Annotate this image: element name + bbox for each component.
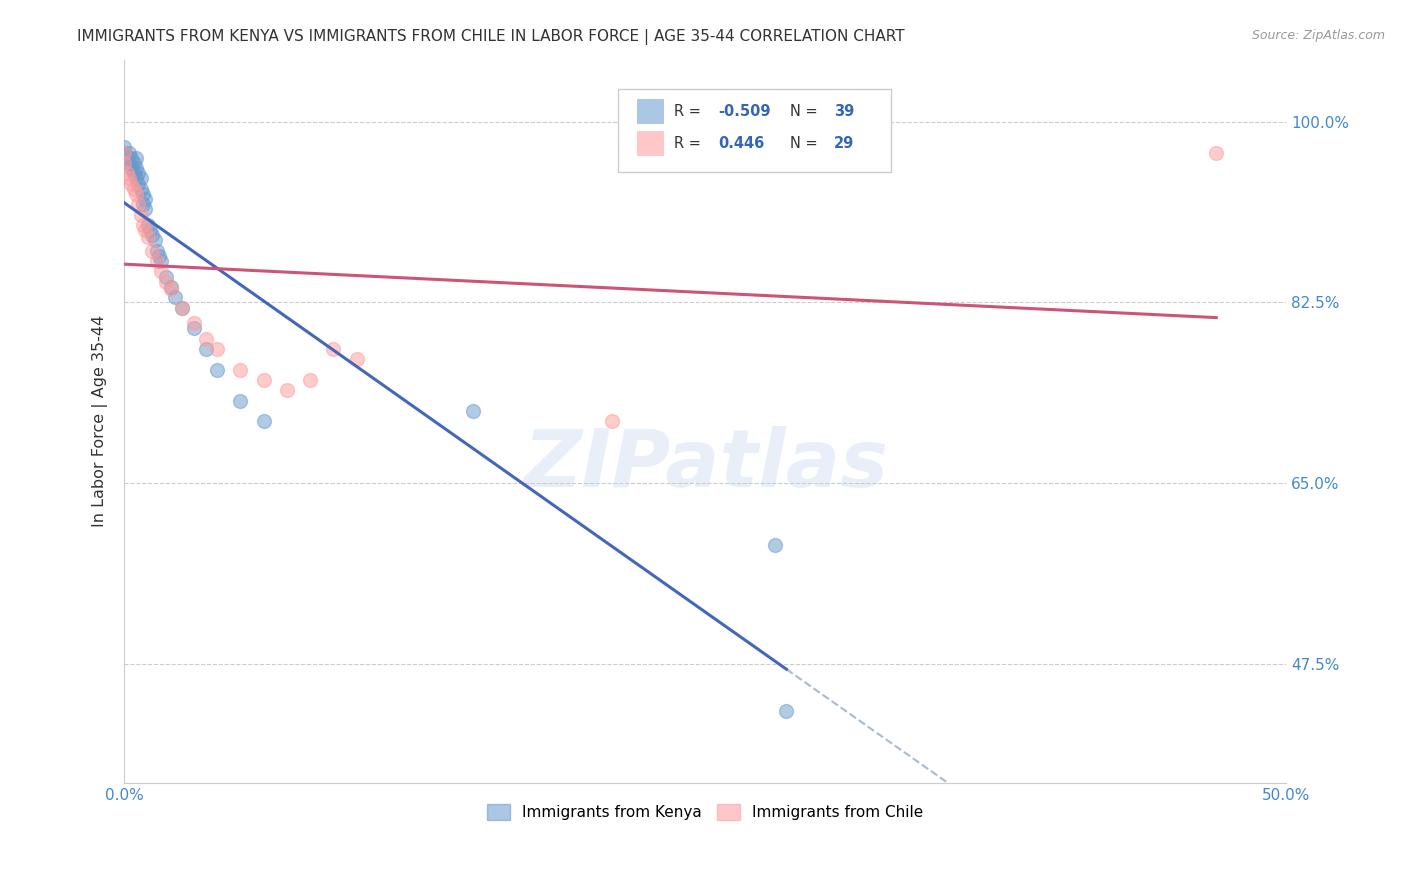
Point bbox=[461, 404, 484, 418]
Text: N =: N = bbox=[790, 104, 823, 120]
Point bbox=[115, 166, 138, 180]
Point bbox=[143, 234, 166, 248]
Point bbox=[322, 342, 344, 356]
Text: R =: R = bbox=[673, 104, 706, 120]
Point bbox=[763, 538, 786, 552]
Text: 0.446: 0.446 bbox=[718, 136, 763, 151]
Text: R =: R = bbox=[673, 136, 710, 151]
Text: 39: 39 bbox=[834, 104, 855, 120]
Point bbox=[229, 393, 252, 408]
Point bbox=[183, 316, 205, 330]
Point bbox=[125, 151, 148, 165]
Point bbox=[134, 223, 156, 237]
Point bbox=[120, 151, 142, 165]
Point bbox=[136, 230, 159, 244]
Point bbox=[125, 161, 148, 175]
Point bbox=[172, 301, 194, 315]
Point bbox=[132, 186, 155, 201]
Y-axis label: In Labor Force | Age 35-44: In Labor Force | Age 35-44 bbox=[93, 315, 108, 527]
Point bbox=[112, 145, 135, 160]
Point bbox=[127, 197, 149, 211]
Point bbox=[132, 197, 155, 211]
Point bbox=[141, 228, 163, 243]
Point bbox=[172, 301, 194, 315]
Text: 29: 29 bbox=[834, 136, 855, 151]
Point bbox=[148, 249, 170, 263]
Point bbox=[115, 151, 138, 165]
Point bbox=[139, 223, 162, 237]
Text: -0.509: -0.509 bbox=[718, 104, 770, 120]
Point bbox=[1205, 145, 1227, 160]
Point bbox=[194, 332, 217, 346]
Point bbox=[129, 182, 152, 196]
Point bbox=[125, 171, 148, 186]
Point bbox=[155, 269, 177, 284]
FancyBboxPatch shape bbox=[619, 88, 891, 172]
FancyBboxPatch shape bbox=[637, 131, 665, 156]
Text: N =: N = bbox=[790, 136, 823, 151]
Legend: Immigrants from Kenya, Immigrants from Chile: Immigrants from Kenya, Immigrants from C… bbox=[481, 797, 929, 826]
Point bbox=[183, 321, 205, 335]
Point bbox=[194, 342, 217, 356]
Point bbox=[207, 342, 229, 356]
Point bbox=[127, 177, 149, 191]
Point bbox=[112, 140, 135, 154]
Point bbox=[118, 145, 141, 160]
Point bbox=[129, 208, 152, 222]
Point bbox=[136, 218, 159, 232]
Point bbox=[253, 414, 276, 428]
Point bbox=[229, 362, 252, 376]
Point bbox=[146, 244, 169, 258]
Point bbox=[134, 202, 156, 217]
Point bbox=[155, 275, 177, 289]
Point bbox=[134, 192, 156, 206]
Point bbox=[159, 280, 181, 294]
Point bbox=[118, 171, 141, 186]
Point bbox=[141, 244, 163, 258]
Point bbox=[600, 414, 623, 428]
Point bbox=[120, 177, 142, 191]
Point bbox=[276, 384, 298, 398]
Point bbox=[127, 166, 149, 180]
Point bbox=[120, 161, 142, 175]
FancyBboxPatch shape bbox=[637, 99, 665, 124]
Point bbox=[122, 166, 145, 180]
Point bbox=[150, 264, 173, 278]
Point bbox=[253, 373, 276, 387]
Point bbox=[150, 254, 173, 268]
Point bbox=[775, 704, 797, 718]
Point bbox=[112, 156, 135, 170]
Text: Source: ZipAtlas.com: Source: ZipAtlas.com bbox=[1251, 29, 1385, 42]
Text: IMMIGRANTS FROM KENYA VS IMMIGRANTS FROM CHILE IN LABOR FORCE | AGE 35-44 CORREL: IMMIGRANTS FROM KENYA VS IMMIGRANTS FROM… bbox=[77, 29, 905, 45]
Point bbox=[207, 362, 229, 376]
Point bbox=[112, 145, 135, 160]
Point bbox=[118, 156, 141, 170]
Point bbox=[159, 282, 181, 296]
Point bbox=[129, 171, 152, 186]
Point bbox=[125, 186, 148, 201]
Point bbox=[146, 254, 169, 268]
Point bbox=[165, 290, 187, 304]
Point bbox=[346, 352, 368, 367]
Point bbox=[132, 218, 155, 232]
Point bbox=[122, 182, 145, 196]
Text: ZIPatlas: ZIPatlas bbox=[523, 425, 887, 504]
Point bbox=[122, 156, 145, 170]
Point bbox=[299, 373, 322, 387]
